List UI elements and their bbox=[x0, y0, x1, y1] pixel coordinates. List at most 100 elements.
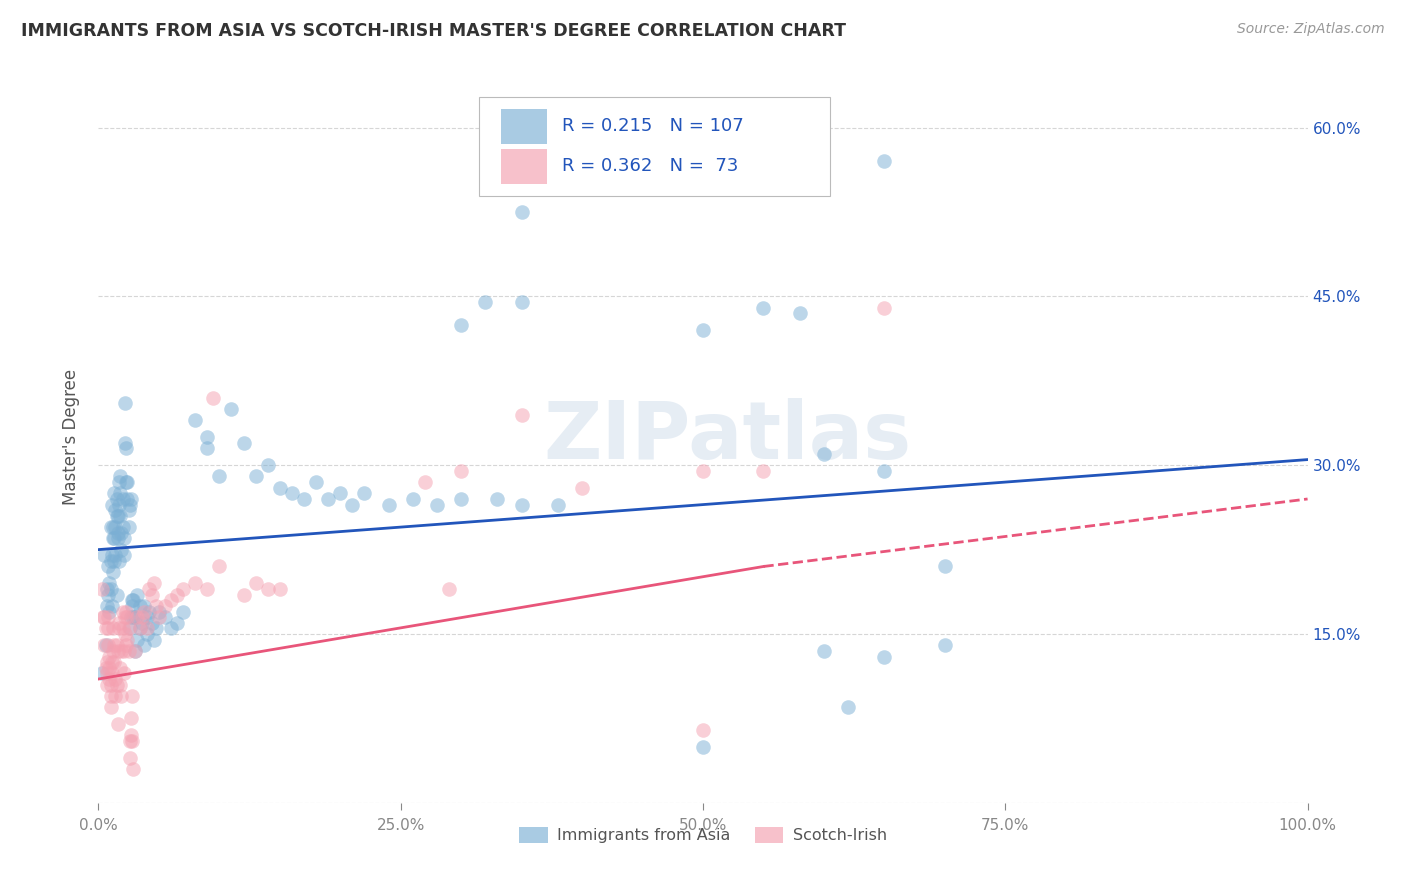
Point bbox=[96, 655, 118, 669]
Point bbox=[110, 689, 132, 703]
Point bbox=[122, 593, 145, 607]
Point bbox=[256, 458, 278, 473]
Point bbox=[100, 599, 122, 613]
Point bbox=[813, 644, 835, 658]
Point bbox=[232, 435, 254, 450]
Point bbox=[128, 599, 150, 613]
Point bbox=[143, 576, 166, 591]
Point bbox=[120, 610, 142, 624]
Point bbox=[98, 605, 121, 619]
Point bbox=[96, 582, 118, 596]
Point bbox=[101, 532, 124, 546]
Point bbox=[108, 661, 131, 675]
Point bbox=[117, 491, 139, 506]
Point bbox=[117, 610, 139, 624]
Point bbox=[100, 700, 122, 714]
Point bbox=[108, 475, 131, 489]
Point bbox=[108, 486, 131, 500]
Point bbox=[97, 559, 120, 574]
Point bbox=[305, 475, 328, 489]
Point bbox=[138, 582, 160, 596]
Point bbox=[100, 498, 122, 512]
Point bbox=[108, 508, 131, 523]
Point bbox=[692, 739, 714, 754]
Text: IMMIGRANTS FROM ASIA VS SCOTCH-IRISH MASTER'S DEGREE CORRELATION CHART: IMMIGRANTS FROM ASIA VS SCOTCH-IRISH MAS… bbox=[21, 22, 846, 40]
Point bbox=[98, 672, 121, 686]
Point bbox=[128, 621, 150, 635]
Point bbox=[105, 588, 128, 602]
Point bbox=[232, 588, 254, 602]
Point bbox=[134, 638, 156, 652]
Point bbox=[122, 610, 145, 624]
Point bbox=[107, 525, 129, 540]
Point bbox=[117, 632, 139, 647]
Point bbox=[101, 565, 124, 579]
Point bbox=[124, 610, 146, 624]
Point bbox=[100, 655, 122, 669]
Point bbox=[97, 588, 120, 602]
Point bbox=[202, 391, 225, 405]
Point bbox=[153, 599, 176, 613]
Point bbox=[134, 605, 156, 619]
Point bbox=[547, 498, 569, 512]
Point bbox=[112, 644, 135, 658]
Point bbox=[107, 508, 129, 523]
Point bbox=[134, 599, 156, 613]
Point bbox=[112, 548, 135, 562]
Point bbox=[153, 610, 176, 624]
Point bbox=[97, 621, 120, 635]
Point bbox=[108, 554, 131, 568]
Point bbox=[172, 582, 194, 596]
Point bbox=[100, 554, 122, 568]
FancyBboxPatch shape bbox=[479, 97, 830, 195]
Point bbox=[131, 610, 153, 624]
Point bbox=[450, 491, 472, 506]
Point bbox=[121, 734, 143, 748]
Point bbox=[110, 542, 132, 557]
Point bbox=[145, 599, 167, 613]
Point bbox=[934, 559, 956, 574]
Point bbox=[934, 638, 956, 652]
Point bbox=[108, 498, 131, 512]
Point bbox=[103, 655, 125, 669]
Point bbox=[93, 548, 115, 562]
Point bbox=[316, 491, 339, 506]
Point bbox=[160, 621, 183, 635]
Point bbox=[195, 442, 218, 456]
Point bbox=[114, 435, 136, 450]
Point bbox=[413, 475, 436, 489]
Point bbox=[127, 588, 149, 602]
Point bbox=[184, 576, 207, 591]
Bar bbox=[501, 109, 547, 144]
Point bbox=[148, 605, 170, 619]
Point bbox=[118, 503, 141, 517]
Point bbox=[195, 430, 218, 444]
Point bbox=[118, 621, 141, 635]
Point bbox=[789, 306, 811, 320]
Point bbox=[120, 491, 142, 506]
Point bbox=[121, 593, 143, 607]
Point bbox=[118, 644, 141, 658]
Point bbox=[329, 486, 352, 500]
Point bbox=[141, 615, 163, 630]
Point bbox=[108, 469, 131, 483]
Point bbox=[208, 469, 231, 483]
Point bbox=[145, 621, 167, 635]
Point bbox=[104, 520, 127, 534]
Point bbox=[110, 644, 132, 658]
Point bbox=[111, 605, 134, 619]
Point bbox=[353, 486, 375, 500]
Point bbox=[103, 638, 125, 652]
Point bbox=[108, 678, 131, 692]
Point bbox=[101, 644, 124, 658]
Point bbox=[104, 689, 127, 703]
Point bbox=[121, 689, 143, 703]
Point bbox=[510, 295, 533, 310]
Point bbox=[148, 610, 170, 624]
Point bbox=[100, 666, 122, 681]
Point bbox=[112, 666, 135, 681]
Point bbox=[143, 632, 166, 647]
Point bbox=[118, 751, 141, 765]
Point bbox=[195, 582, 218, 596]
Point bbox=[873, 464, 896, 478]
